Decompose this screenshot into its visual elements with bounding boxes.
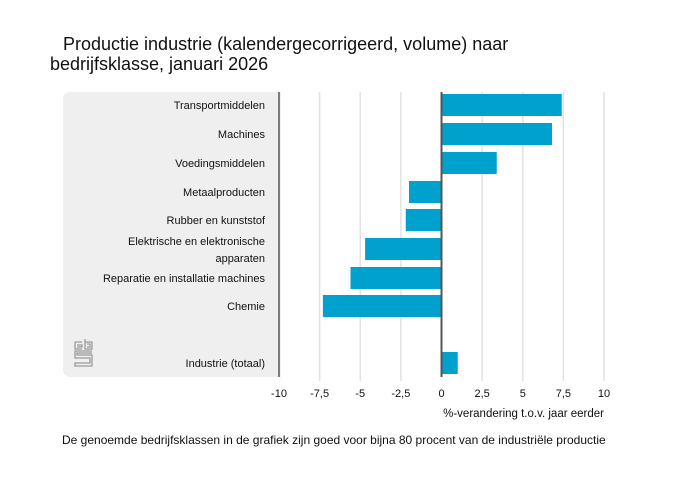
category-label: Reparatie en installatie machines [103, 273, 266, 285]
category-label: Chemie [227, 301, 265, 313]
bar [365, 238, 442, 260]
category-label-line: Industrie (totaal) [186, 358, 265, 370]
category-label-line: apparaten [215, 253, 265, 265]
x-tick-label: 10 [598, 388, 610, 400]
bar [441, 123, 552, 145]
bar [441, 352, 458, 374]
x-tick-label: -5 [355, 388, 365, 400]
x-tick-label: 0 [438, 388, 444, 400]
chart-title-line-2: bedrijfsklasse, januari 2026 [50, 54, 269, 74]
x-axis-label: %-verandering t.o.v. jaar eerder [443, 408, 604, 420]
x-tick-label: 2,5 [474, 388, 489, 400]
category-label: Transportmiddelen [174, 100, 265, 112]
category-label: Metaalproducten [183, 187, 265, 199]
category-label-line: Rubber en kunststof [167, 215, 266, 227]
x-tick-label: -10 [271, 388, 287, 400]
cbs-logo-icon [74, 339, 93, 367]
category-label-line: Voedingsmiddelen [175, 158, 265, 170]
bar [405, 209, 442, 231]
category-label-line: Metaalproducten [183, 187, 265, 199]
category-label-line: Machines [218, 129, 266, 141]
category-label-line: Reparatie en installatie machines [103, 273, 266, 285]
category-label: Voedingsmiddelen [175, 158, 265, 170]
chart-title: Productie industrie (kalendergecorrigeer… [50, 34, 508, 74]
category-label-line: Transportmiddelen [174, 100, 265, 112]
bar [441, 152, 497, 174]
category-label: Machines [218, 129, 266, 141]
x-tick-label: 5 [520, 388, 526, 400]
x-tick-label: -7,5 [310, 388, 329, 400]
category-label: Industrie (totaal) [186, 358, 265, 370]
category-label-line: Chemie [227, 301, 265, 313]
bar [350, 267, 442, 289]
chart-title-line-1: Productie industrie (kalendergecorrigeer… [63, 34, 509, 54]
bar [322, 295, 442, 317]
x-tick-label: 7,5 [556, 388, 571, 400]
category-label-line: Elektrische en elektronische [128, 236, 265, 248]
footnote: De genoemde bedrijfsklassen in de grafie… [62, 433, 606, 447]
bar [409, 181, 442, 203]
category-label: Rubber en kunststof [167, 215, 266, 227]
category-label-panel [63, 92, 281, 377]
bar [441, 94, 562, 116]
category-label: Elektrische en elektronische apparaten [128, 236, 265, 265]
x-tick-label: -2,5 [391, 388, 410, 400]
